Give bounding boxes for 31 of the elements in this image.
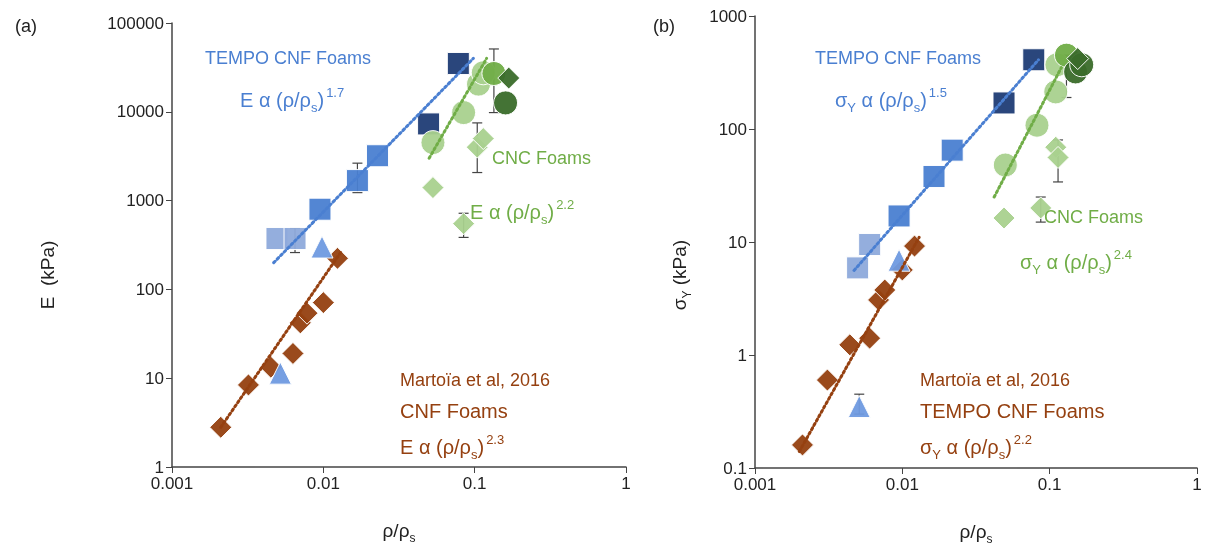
- y-tick-label: 10000: [116, 102, 164, 122]
- y-tick-label: 1000: [126, 191, 164, 211]
- x-tick-label: 0.1: [462, 474, 487, 493]
- y-tick-label: 10: [728, 232, 747, 252]
- y-tick-label: 10: [145, 368, 164, 388]
- y-axis-title: σY (kPa): [669, 239, 694, 311]
- annotation: CNC Foams: [1044, 207, 1144, 227]
- chart-title: (b): [653, 16, 675, 36]
- x-tick-label: 0.01: [885, 475, 919, 494]
- x-tick-label: 0.001: [733, 475, 777, 494]
- annotation: TEMPO CNF Foams: [920, 400, 1105, 422]
- text: (a): [15, 16, 37, 36]
- x-tick-label: 0.01: [306, 474, 340, 493]
- y-tick-label: 1: [154, 457, 164, 477]
- y-tick-label: 1: [737, 345, 747, 365]
- y-tick-label: 1000: [709, 6, 747, 26]
- y-tick-label: 0.1: [723, 458, 747, 478]
- annotation: Martoïa et al, 2016: [920, 370, 1071, 390]
- annotation: CNF Foams: [400, 400, 508, 422]
- annotation: TEMPO CNF Foams: [205, 48, 372, 68]
- y-tick-label: 100: [718, 119, 747, 139]
- y-axis-title: E (kPa): [37, 240, 58, 310]
- annotation: CNC Foams: [492, 148, 592, 168]
- x-tick-label: 0.1: [1037, 475, 1062, 494]
- x-tick-label: 1: [621, 474, 631, 493]
- x-tick-label: 1: [1192, 475, 1202, 494]
- y-tick-label: 100: [135, 279, 164, 299]
- x-tick-label: 0.001: [150, 474, 194, 493]
- annotation: TEMPO CNF Foams: [815, 48, 982, 68]
- y-tick-label: 100000: [107, 13, 164, 33]
- annotation: Martoïa et al, 2016: [400, 370, 551, 390]
